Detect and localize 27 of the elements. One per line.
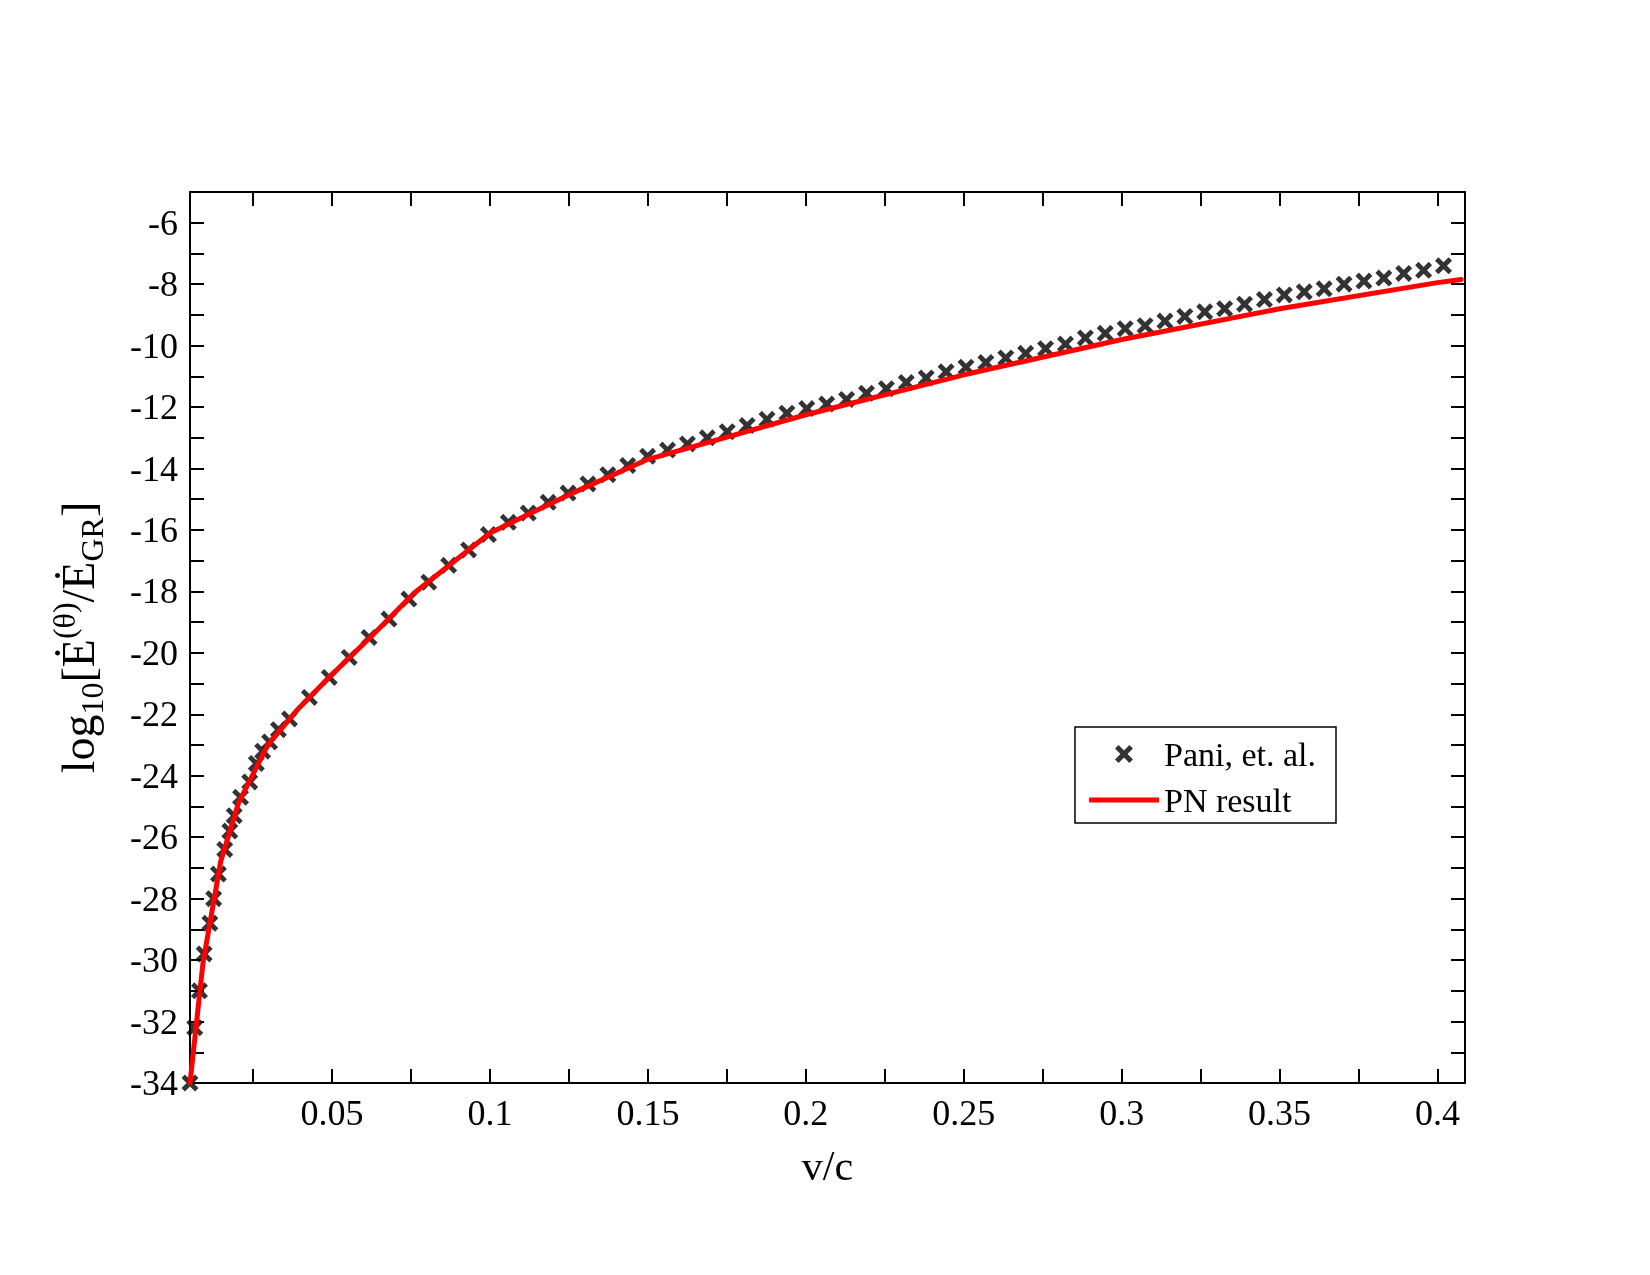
y-tick-label: -16 bbox=[130, 509, 178, 550]
x-tick-label: 0.25 bbox=[932, 1093, 996, 1133]
y-tick-label: -30 bbox=[130, 940, 178, 981]
y-tick-label: -8 bbox=[148, 264, 178, 305]
y-tick-label: -20 bbox=[130, 632, 178, 673]
y-tick-label: -26 bbox=[130, 817, 178, 858]
y-tick-label: -22 bbox=[130, 694, 178, 735]
x-axis-title: v/c bbox=[801, 1143, 854, 1189]
x-tick-label: 0.3 bbox=[1099, 1093, 1145, 1133]
x-tick-label: 0.35 bbox=[1248, 1093, 1312, 1133]
x-tick-label: 0.15 bbox=[616, 1093, 680, 1133]
y-tick-label: -10 bbox=[130, 325, 178, 366]
x-tick-label: 0.1 bbox=[467, 1093, 513, 1133]
y-tick-label: -14 bbox=[130, 448, 178, 489]
y-tick-label: -12 bbox=[130, 387, 178, 428]
legend-label: PN result bbox=[1163, 781, 1293, 819]
y-tick-label: -32 bbox=[130, 1001, 178, 1042]
y-tick-label: -6 bbox=[148, 202, 178, 243]
y-tick-label: -18 bbox=[130, 571, 178, 612]
y-tick-label: -28 bbox=[130, 878, 178, 919]
legend-label: Pani, et. al. bbox=[1163, 735, 1317, 773]
y-axis-title: log10[Ė(θ)/ĖGR] bbox=[46, 501, 110, 774]
x-tick-label: 0.2 bbox=[783, 1093, 829, 1133]
y-tick-label: -34 bbox=[130, 1063, 178, 1103]
x-tick-label: 0.05 bbox=[300, 1093, 364, 1133]
x-tick-label: 0.4 bbox=[1415, 1093, 1461, 1133]
y-tick-label: -24 bbox=[130, 755, 178, 796]
